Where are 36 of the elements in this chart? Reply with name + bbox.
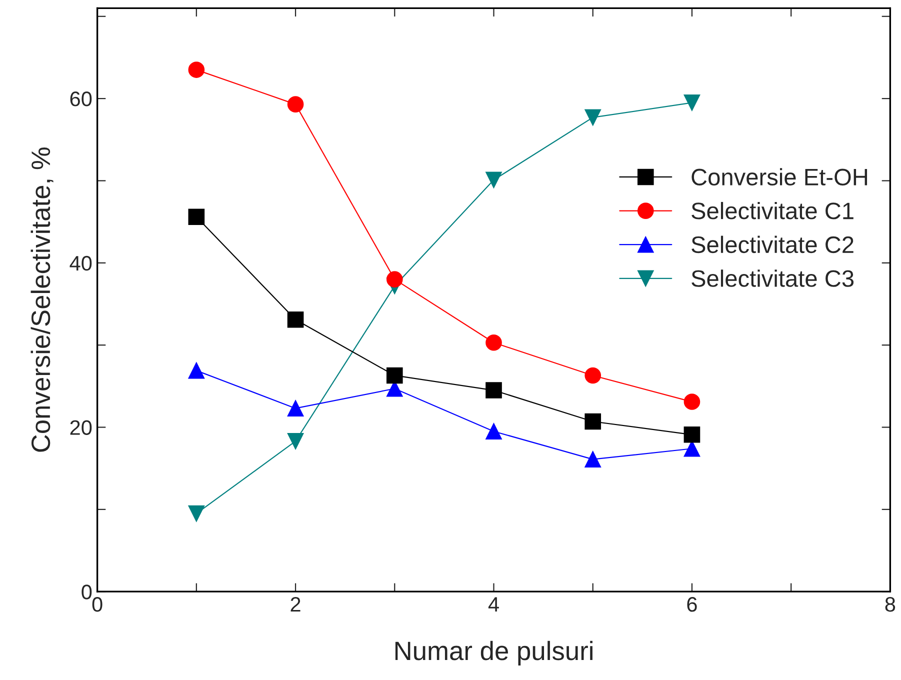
point	[584, 109, 602, 126]
x-tick-label: 2	[290, 597, 300, 612]
point	[486, 423, 502, 440]
legend-label: Conversie Et-OH	[692, 168, 868, 186]
point	[188, 505, 205, 522]
point	[287, 433, 304, 450]
point	[486, 334, 502, 351]
point	[486, 172, 502, 188]
legend-label: Selectivitate C3	[692, 270, 854, 287]
point	[584, 451, 602, 468]
y-tick-label: 0	[82, 584, 92, 600]
legend-label: Selectivitate C1	[692, 202, 854, 220]
point	[684, 426, 700, 443]
point	[584, 367, 602, 384]
point	[287, 311, 304, 328]
legend-label: Selectivitate C2	[692, 236, 854, 254]
point	[287, 400, 304, 417]
point	[188, 62, 205, 78]
x-tick-label: 8	[885, 597, 896, 612]
y-tick-label: 40	[70, 256, 92, 271]
point	[584, 413, 602, 430]
point	[684, 94, 700, 111]
point	[684, 394, 700, 410]
point	[287, 96, 304, 112]
point	[386, 271, 403, 288]
x-axis-title: Numar de pulsuri	[395, 640, 592, 666]
y-tick-label: 20	[70, 420, 92, 436]
point	[188, 362, 205, 379]
x-tick-label: 6	[687, 597, 697, 612]
y-axis-title: Conversie/Selectivitate, %	[30, 148, 54, 452]
point	[486, 382, 502, 398]
point	[386, 367, 403, 384]
point	[188, 208, 205, 226]
x-tick-label: 4	[488, 597, 499, 612]
y-tick-label: 60	[70, 92, 92, 106]
x-tick-label: 0	[92, 597, 102, 612]
